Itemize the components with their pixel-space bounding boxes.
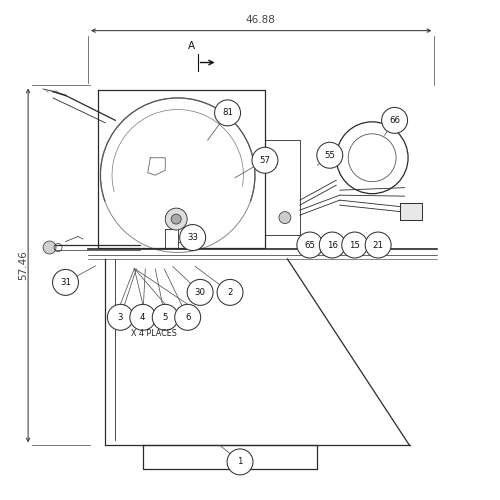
Circle shape (108, 304, 134, 330)
Text: 57: 57 (260, 156, 270, 165)
Text: 5: 5 (162, 313, 168, 322)
Text: 15: 15 (349, 240, 360, 250)
FancyBboxPatch shape (400, 202, 422, 220)
Circle shape (174, 304, 201, 330)
Circle shape (43, 241, 56, 254)
Text: 31: 31 (60, 278, 71, 287)
Circle shape (52, 270, 78, 295)
Circle shape (320, 232, 345, 258)
Circle shape (365, 232, 391, 258)
Text: 33: 33 (187, 233, 198, 242)
Text: 21: 21 (372, 240, 384, 250)
Text: 81: 81 (222, 108, 233, 118)
Text: 2: 2 (228, 288, 233, 297)
Circle shape (130, 304, 156, 330)
Text: X 4 PLACES: X 4 PLACES (131, 330, 176, 338)
Circle shape (187, 280, 213, 305)
Circle shape (152, 304, 178, 330)
Circle shape (382, 108, 407, 134)
Text: 65: 65 (304, 240, 316, 250)
Text: 30: 30 (194, 288, 205, 297)
Text: 16: 16 (327, 240, 338, 250)
Circle shape (165, 208, 187, 230)
Circle shape (342, 232, 367, 258)
Text: 3: 3 (118, 313, 123, 322)
Text: 66: 66 (389, 116, 400, 125)
Circle shape (214, 100, 240, 126)
Circle shape (297, 232, 323, 258)
Circle shape (279, 212, 291, 224)
Circle shape (171, 214, 181, 224)
Circle shape (317, 142, 342, 168)
Circle shape (217, 280, 243, 305)
Text: 4: 4 (140, 313, 145, 322)
Text: A: A (188, 40, 195, 50)
Circle shape (227, 449, 253, 475)
Text: 57.46: 57.46 (18, 250, 28, 280)
Text: 55: 55 (324, 151, 336, 160)
Circle shape (252, 148, 278, 173)
Text: 6: 6 (185, 313, 190, 322)
Text: 1: 1 (238, 458, 243, 466)
Circle shape (180, 224, 206, 250)
Text: 46.88: 46.88 (245, 14, 275, 24)
